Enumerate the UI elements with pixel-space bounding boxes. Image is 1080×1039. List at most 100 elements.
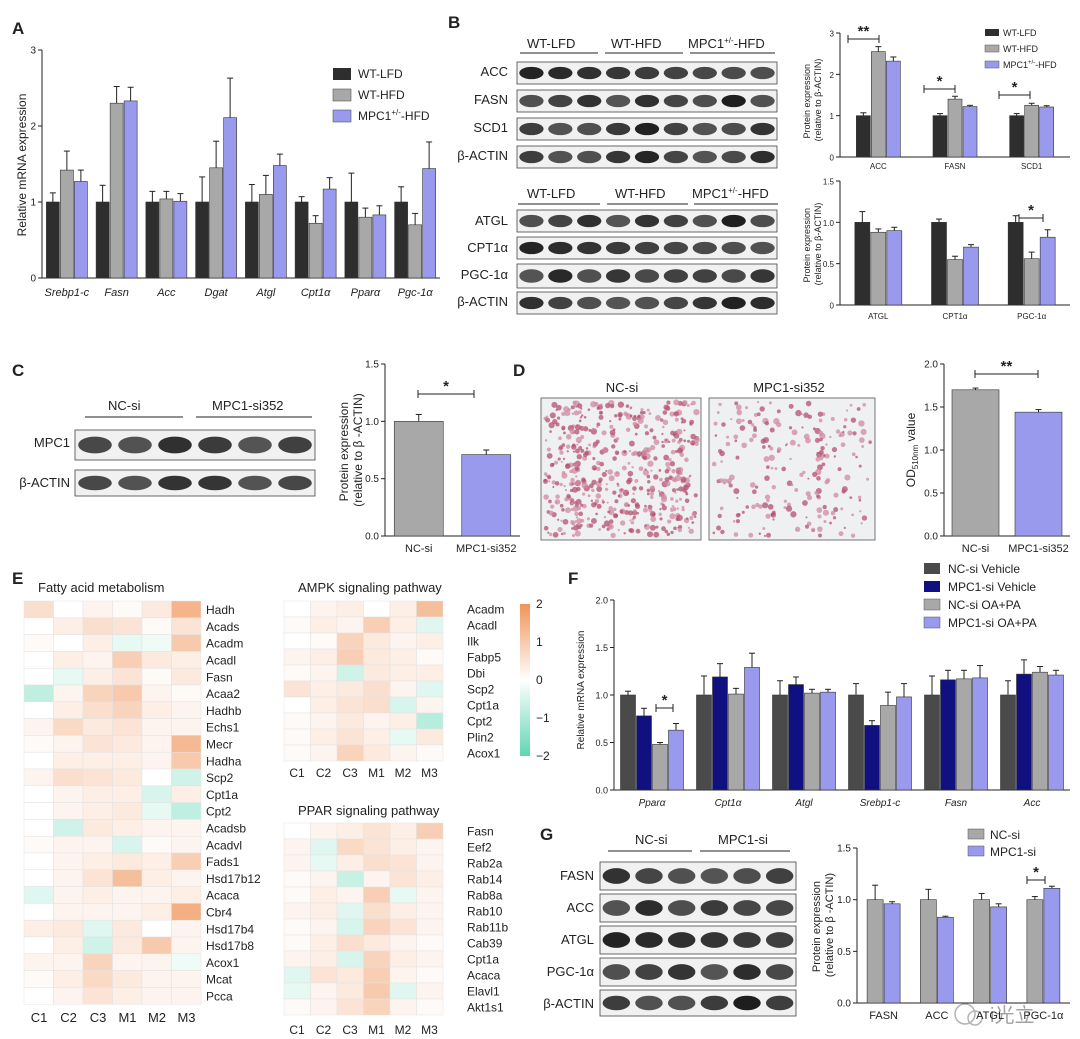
svg-text:MPC1+/--HFD: MPC1+/--HFD — [358, 108, 430, 123]
stain-dot — [825, 443, 828, 446]
stain-dot — [687, 439, 691, 443]
sig-g: * — [1033, 864, 1039, 881]
heat-cell — [416, 648, 444, 666]
heat-cell — [53, 802, 84, 820]
stain-dot — [601, 499, 604, 502]
bar-FASN — [932, 115, 948, 158]
stain-dot — [598, 479, 602, 484]
stain-dot — [612, 507, 617, 512]
y-tick-label: 0.0 — [365, 532, 379, 543]
blot-band — [750, 122, 775, 136]
heat-cell — [416, 934, 444, 952]
heat-cell — [23, 667, 54, 686]
heat-cell — [389, 696, 417, 714]
heat-cell — [283, 870, 311, 888]
blot-g-pgc1a — [599, 957, 797, 987]
heat-cell — [283, 680, 311, 698]
blot-band — [634, 214, 660, 228]
bar-CPT1α — [931, 222, 947, 306]
x-tick-label: ATGL — [976, 1010, 1004, 1022]
stain-dot — [650, 516, 657, 523]
stain-dot — [797, 443, 801, 447]
svg-text:Protein expression (rela: Protein expression (relative to β -ACTIN… — [811, 873, 836, 977]
stain-dot — [835, 429, 841, 434]
stain-dot — [815, 456, 821, 462]
stain-dot — [821, 462, 826, 467]
blot-band — [577, 66, 602, 80]
x-tick-label: Atgl — [255, 287, 276, 299]
heat-cell — [112, 919, 143, 938]
stain-dot — [615, 437, 620, 441]
x-tick-label: FASN — [945, 162, 966, 171]
c-blot-mpc1: MPC1 — [34, 435, 70, 450]
heat-cell — [363, 902, 391, 920]
heatmap-fa: Hadh Acads Acadm Acadl Fasn Acaa2 Hadhb Echs1 Me… — [23, 600, 261, 1005]
blot-band — [721, 214, 746, 228]
stain-dot — [772, 518, 775, 521]
heat-cell — [336, 982, 364, 1000]
blot-band — [663, 122, 689, 136]
bar-Pgc-1α — [394, 201, 408, 279]
panel-label-a: A — [12, 19, 24, 38]
blot-band — [765, 964, 794, 980]
blot-band — [700, 900, 729, 916]
bar-Pgc-1α — [422, 168, 436, 279]
stain-dot — [570, 501, 575, 505]
stain-dot — [661, 432, 664, 436]
stain-dot — [627, 461, 631, 465]
stain-dot — [662, 410, 668, 415]
stain-dot — [549, 462, 555, 468]
heat-cell — [53, 701, 84, 719]
bar-SCD1 — [1024, 105, 1039, 158]
e-title-ppar: PPAR signaling pathway — [298, 803, 440, 818]
chart-G: 0.0 0.5 1.0 1.5 FASN ACC ATGL PGC-1α — [837, 844, 1070, 1022]
stain-dot — [623, 532, 626, 535]
stain-dot — [768, 454, 775, 461]
stain-dot — [829, 435, 832, 439]
heat-cell — [141, 987, 172, 1005]
bar-Srebp1-c — [46, 201, 60, 279]
stain-dot — [564, 488, 568, 492]
heat-cell — [141, 718, 172, 736]
stain-dot — [690, 402, 693, 406]
stain-dot — [759, 406, 765, 412]
heat-cell — [23, 970, 54, 988]
x-tick-label: Dgat — [205, 287, 229, 299]
stain-dot — [598, 528, 602, 531]
blot-cpt1a — [516, 236, 778, 260]
stain-dot — [733, 434, 739, 440]
y-tick-label: 0.5 — [837, 947, 851, 958]
blot-band — [634, 296, 660, 310]
stain-dot — [812, 471, 818, 478]
heat-cell — [171, 852, 202, 871]
panel-label-g: G — [540, 825, 553, 844]
stain-dot — [735, 404, 742, 411]
stain-dot — [548, 480, 551, 483]
stain-dot — [668, 440, 671, 444]
heat-cell — [310, 998, 338, 1016]
blot-band — [519, 214, 544, 228]
stain-dot — [634, 479, 639, 483]
stain-dot — [766, 498, 770, 503]
blot-band — [602, 932, 631, 948]
heat-col-label: M1 — [368, 766, 385, 780]
heat-cell — [389, 918, 417, 936]
stain-dot — [544, 439, 548, 442]
heat-cell — [141, 919, 172, 938]
heat-gene-label: Hadhb — [206, 704, 242, 718]
heat-cell — [23, 600, 54, 619]
heat-cell — [141, 835, 172, 854]
heat-cell — [283, 982, 311, 1000]
watermark-text: i光立 — [990, 1004, 1034, 1027]
stain-dot — [631, 466, 634, 469]
stain-dot — [667, 519, 672, 524]
stain-dot — [760, 438, 766, 444]
heat-cell — [23, 768, 54, 787]
heat-cell — [416, 950, 444, 968]
blot-band — [605, 94, 631, 108]
stain-dot — [840, 507, 844, 511]
stain-dot — [627, 504, 631, 507]
stain-dot — [574, 429, 580, 435]
stain-dot — [661, 494, 667, 500]
blot-band — [605, 66, 631, 80]
